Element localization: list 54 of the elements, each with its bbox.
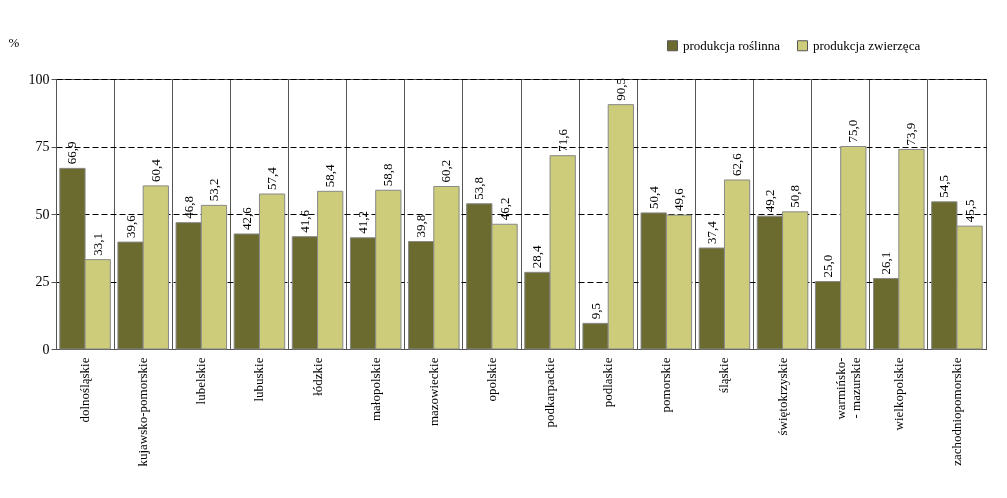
data-label: 41,2 xyxy=(355,211,371,234)
data-label: 50,4 xyxy=(645,185,661,209)
data-label: 25,0 xyxy=(820,254,836,278)
x-tick-label: łódzkie xyxy=(309,357,325,396)
data-label: 66,9 xyxy=(64,141,80,165)
y-tick-label: 50 xyxy=(35,206,50,222)
x-tick-label: pomorskie xyxy=(658,357,674,413)
data-label: 9,5 xyxy=(587,303,603,320)
legend-label: produkcja roślinna xyxy=(683,37,781,53)
data-label: 49,6 xyxy=(670,187,686,212)
data-label: 50,8 xyxy=(787,185,803,208)
x-tick-label: podlaskie xyxy=(600,357,616,408)
x-tick-label: zachodniopomorskie xyxy=(948,357,964,466)
x-tick-label: małopolskie xyxy=(367,357,383,422)
y-tick-label: 100 xyxy=(28,71,50,87)
y-tick-label: 0 xyxy=(42,341,50,357)
data-label: 53,2 xyxy=(205,178,221,202)
data-label: 45,5 xyxy=(961,199,977,223)
data-label: 58,8 xyxy=(380,163,396,187)
data-label: 54,5 xyxy=(936,175,952,198)
y-axis-title: % xyxy=(8,34,20,50)
data-label: 57,4 xyxy=(264,166,280,191)
y-tick-label: 25 xyxy=(35,274,50,289)
data-label: 60,2 xyxy=(438,159,454,183)
x-tick-label: opolskie xyxy=(483,357,499,402)
data-label: 90,5 xyxy=(612,77,628,101)
y-tick-label: 75 xyxy=(35,139,50,154)
x-tick-label: świętokrzyskie xyxy=(774,357,790,436)
data-label: 33,1 xyxy=(89,232,105,256)
x-tick-label: podkarpackie xyxy=(542,357,558,428)
data-label: 49,2 xyxy=(761,189,777,213)
data-label: 53,8 xyxy=(471,176,487,200)
data-label: 58,4 xyxy=(322,164,338,188)
data-label: 28,4 xyxy=(529,245,545,269)
data-label: 39,6 xyxy=(122,214,138,239)
x-tick-label: wielkopolskie xyxy=(890,357,906,431)
legend-label: produkcja zwierzęca xyxy=(813,37,921,53)
data-label: 39,8 xyxy=(413,214,429,238)
data-label: 42,6 xyxy=(238,206,254,230)
x-tick-label: mazowieckie xyxy=(425,357,441,427)
data-label: 46,2 xyxy=(496,197,512,221)
x-tick-label: lubelskie xyxy=(193,357,209,405)
data-label: 26,1 xyxy=(878,251,894,275)
x-tick-label: kujawsko-pomorskie xyxy=(135,357,151,467)
data-label: 41,6 xyxy=(296,209,312,233)
data-label: 37,4 xyxy=(703,220,719,245)
data-label: 75,0 xyxy=(845,119,861,143)
x-tick-label: lubuskie xyxy=(251,357,267,402)
data-label: 60,4 xyxy=(147,158,163,182)
data-label: 62,6 xyxy=(729,152,745,176)
x-tick-label: śląskie xyxy=(716,357,732,393)
data-label: 73,9 xyxy=(903,122,919,146)
x-tick-label: dolnośląskie xyxy=(77,357,93,423)
data-label: 71,6 xyxy=(554,128,570,152)
